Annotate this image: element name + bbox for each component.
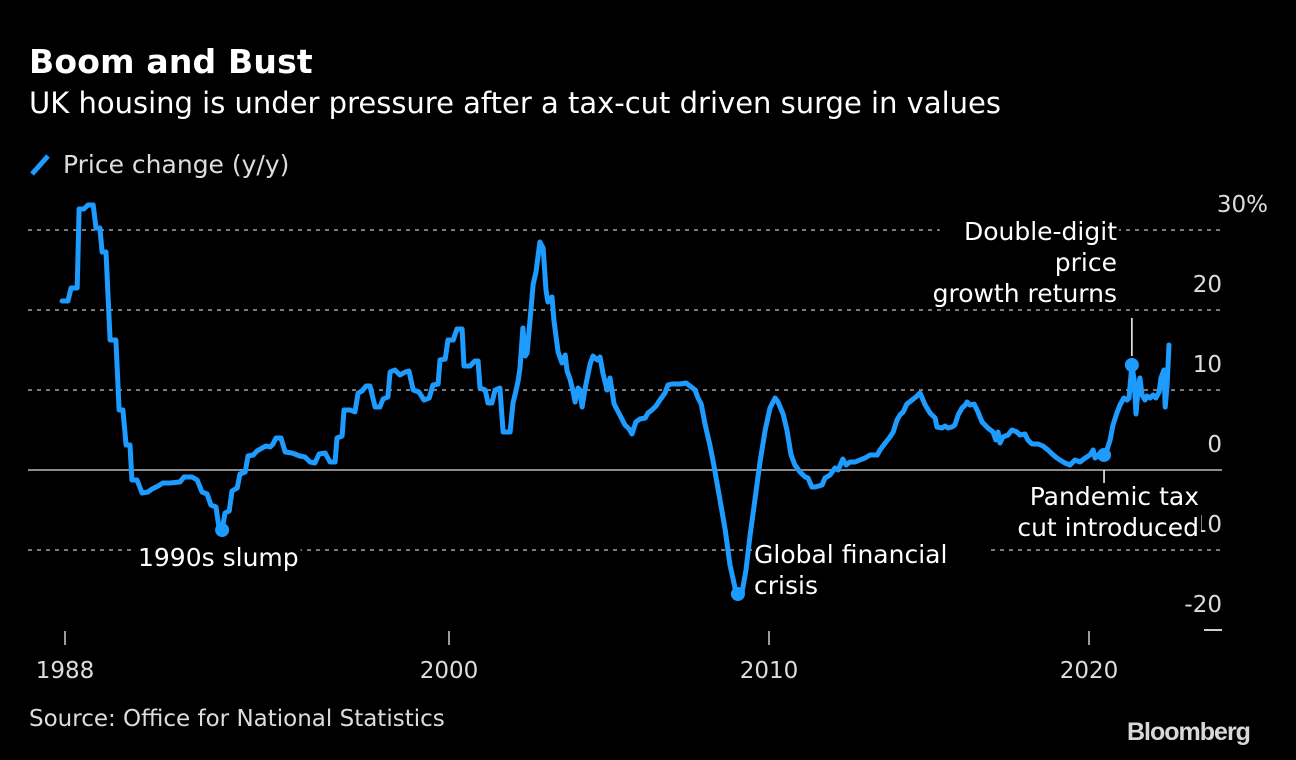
annotation-label-bg: [1021, 483, 1201, 511]
annotation-label-bg: [136, 544, 301, 572]
y-tick-label: 20: [1193, 272, 1222, 298]
annotation-label-double: growth returns: [933, 279, 1117, 308]
x-tick-label: 2020: [1060, 658, 1119, 684]
highlight-point-gfc: [730, 587, 745, 601]
highlight-point-double: [1124, 357, 1139, 372]
source-note: Source: Office for National Statistics: [29, 706, 445, 732]
x-tick-label: 2010: [740, 658, 799, 684]
annotation-label-bg: [1042, 249, 1119, 277]
annotation-label-double: price: [1055, 248, 1117, 277]
x-axis: 1988 2000 2010 2020: [36, 631, 1119, 684]
y-tick-label: 0: [1207, 432, 1222, 458]
annotation-label-bg: [752, 572, 844, 600]
x-tick-label: 1988: [36, 658, 95, 684]
annotation-label-double: Double-digit: [964, 217, 1117, 246]
legend-line-icon: [29, 153, 51, 177]
chart-title: Boom and Bust: [29, 42, 313, 81]
y-tick-label: 30%: [1217, 192, 1268, 218]
y-tick-label: 10: [1193, 352, 1222, 378]
highlight-point-pandemic: [1097, 447, 1112, 462]
annotation-label-bg: [752, 541, 990, 569]
bloomberg-logo: Bloomberg: [1127, 718, 1251, 746]
series-line-price-change: [59, 202, 1172, 597]
annotation-label-gfc: crisis: [754, 571, 818, 600]
highlight-point-slump: [215, 523, 230, 537]
legend: Price change (y/y): [29, 150, 289, 179]
annotation-leaders: [1103, 318, 1133, 489]
annotation-label-bg: [939, 218, 1119, 246]
y-tick-label: -20: [1184, 592, 1222, 618]
chart-subtitle: UK housing is under pressure after a tax…: [29, 86, 1001, 120]
annotation-label-pandemic: Pandemic tax: [1030, 482, 1199, 511]
legend-label: Price change (y/y): [63, 150, 290, 179]
annotation-label-gfc: Global financial: [754, 540, 947, 569]
highlight-points: [215, 357, 1139, 601]
annotation-label-pandemic: cut introduced: [1017, 513, 1199, 542]
annotation-label-bg: [992, 514, 1201, 542]
x-tick-label: 2000: [420, 658, 479, 684]
annotation-label-bg: [910, 280, 1119, 308]
annotation-label-slump: 1990s slump: [138, 543, 299, 572]
